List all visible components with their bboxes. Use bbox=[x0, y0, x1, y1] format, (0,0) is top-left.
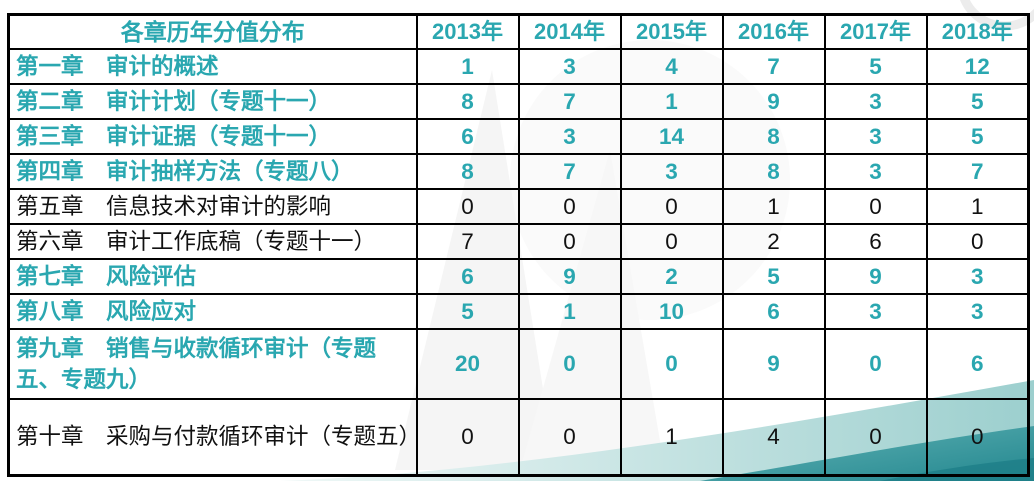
value-cell: 1 bbox=[925, 188, 1030, 226]
chapter-cell: 第四章 审计抽样方法（专题八） bbox=[7, 153, 418, 191]
value-cell: 9 bbox=[517, 258, 622, 296]
value-cell: 10 bbox=[619, 293, 724, 331]
value-cell: 0 bbox=[517, 223, 622, 261]
value-cell: 4 bbox=[619, 48, 724, 86]
value-cell: 1 bbox=[517, 293, 622, 331]
value-cell: 3 bbox=[823, 293, 928, 331]
chapter-cell: 第十章 采购与付款循环审计（专题五） bbox=[7, 398, 421, 477]
value-cell: 5 bbox=[925, 118, 1030, 156]
value-cell: 9 bbox=[823, 258, 928, 296]
value-cell: 7 bbox=[517, 153, 622, 191]
value-cell: 2 bbox=[619, 258, 724, 296]
year-header: 2016年 bbox=[721, 13, 826, 51]
chapter-cell: 第九章 销售与收款循环审计（专题五、专题九） bbox=[7, 328, 418, 401]
value-cell: 6 bbox=[823, 223, 928, 261]
year-header: 2014年 bbox=[517, 13, 622, 51]
chapter-cell: 第八章 风险应对 bbox=[7, 293, 418, 331]
year-header: 2017年 bbox=[823, 13, 928, 51]
chapter-cell: 第七章 风险评估 bbox=[7, 258, 418, 296]
value-cell: 8 bbox=[415, 83, 520, 121]
value-cell: 20 bbox=[415, 328, 520, 401]
chapter-cell: 第五章 信息技术对审计的影响 bbox=[7, 188, 418, 226]
value-cell: 0 bbox=[823, 188, 928, 226]
value-cell: 4 bbox=[721, 398, 826, 477]
value-cell: 3 bbox=[925, 293, 1030, 331]
table-row: 第二章 审计计划（专题十一） 8 7 1 9 3 5 bbox=[7, 83, 1030, 121]
value-cell: 0 bbox=[517, 398, 622, 477]
value-cell: 14 bbox=[619, 118, 724, 156]
value-cell: 0 bbox=[619, 328, 724, 401]
value-cell: 1 bbox=[721, 188, 826, 226]
value-cell: 7 bbox=[721, 48, 826, 86]
value-cell: 0 bbox=[925, 398, 1030, 477]
value-cell: 3 bbox=[619, 153, 724, 191]
value-cell: 5 bbox=[925, 83, 1030, 121]
table-row: 第九章 销售与收款循环审计（专题五、专题九） 20 0 0 9 0 6 bbox=[7, 328, 1030, 401]
value-cell: 3 bbox=[823, 83, 928, 121]
table-row: 第一章 审计的概述 1 3 4 7 5 12 bbox=[7, 48, 1030, 86]
value-cell: 0 bbox=[415, 188, 520, 226]
value-cell: 7 bbox=[925, 153, 1030, 191]
chapter-cell: 第一章 审计的概述 bbox=[7, 48, 418, 86]
value-cell: 0 bbox=[619, 223, 724, 261]
value-cell: 6 bbox=[925, 328, 1030, 401]
value-cell: 3 bbox=[925, 258, 1030, 296]
table-row: 第四章 审计抽样方法（专题八） 8 7 3 8 3 7 bbox=[7, 153, 1030, 191]
value-cell: 5 bbox=[721, 258, 826, 296]
value-cell: 0 bbox=[925, 223, 1030, 261]
chapter-cell: 第二章 审计计划（专题十一） bbox=[7, 83, 418, 121]
value-cell: 3 bbox=[517, 48, 622, 86]
table-row: 第三章 审计证据（专题十一） 6 3 14 8 3 5 bbox=[7, 118, 1030, 156]
table-row: 第七章 风险评估 6 9 2 5 9 3 bbox=[7, 258, 1030, 296]
value-cell: 0 bbox=[415, 398, 520, 477]
value-cell: 9 bbox=[721, 83, 826, 121]
value-cell: 0 bbox=[517, 188, 622, 226]
score-distribution-table: 各章历年分值分布 2013年 2014年 2015年 2016年 2017年 2… bbox=[7, 13, 1030, 477]
table-row: 第六章 审计工作底稿（专题十一） 7 0 0 2 6 0 bbox=[7, 223, 1030, 261]
header-row: 各章历年分值分布 2013年 2014年 2015年 2016年 2017年 2… bbox=[7, 13, 1030, 51]
value-cell: 5 bbox=[415, 293, 520, 331]
value-cell: 1 bbox=[415, 48, 520, 86]
value-cell: 1 bbox=[619, 83, 724, 121]
value-cell: 0 bbox=[823, 398, 928, 477]
year-header: 2013年 bbox=[415, 13, 520, 51]
year-header: 2015年 bbox=[619, 13, 724, 51]
table-row: 第十章 采购与付款循环审计（专题五） 0 0 1 4 0 0 bbox=[7, 398, 1030, 477]
table-body: 第一章 审计的概述 1 3 4 7 5 12 第二章 审计计划（专题十一） 8 7 1 9 3 5 第三章 … bbox=[7, 48, 1030, 477]
value-cell: 12 bbox=[925, 48, 1030, 86]
value-cell: 3 bbox=[823, 153, 928, 191]
value-cell: 7 bbox=[415, 223, 520, 261]
value-cell: 8 bbox=[721, 153, 826, 191]
value-cell: 9 bbox=[721, 328, 826, 401]
value-cell: 5 bbox=[823, 48, 928, 86]
value-cell: 6 bbox=[415, 118, 520, 156]
value-cell: 0 bbox=[823, 328, 928, 401]
value-cell: 3 bbox=[823, 118, 928, 156]
table-row: 第八章 风险应对 5 1 10 6 3 3 bbox=[7, 293, 1030, 331]
chapter-cell: 第三章 审计证据（专题十一） bbox=[7, 118, 418, 156]
value-cell: 7 bbox=[517, 83, 622, 121]
year-header: 2018年 bbox=[925, 13, 1030, 51]
table-row: 第五章 信息技术对审计的影响 0 0 0 1 0 1 bbox=[7, 188, 1030, 226]
table-title: 各章历年分值分布 bbox=[7, 13, 418, 51]
value-cell: 8 bbox=[721, 118, 826, 156]
value-cell: 1 bbox=[619, 398, 724, 477]
value-cell: 0 bbox=[517, 328, 622, 401]
value-cell: 8 bbox=[415, 153, 520, 191]
value-cell: 6 bbox=[721, 293, 826, 331]
value-cell: 2 bbox=[721, 223, 826, 261]
value-cell: 0 bbox=[619, 188, 724, 226]
chapter-cell: 第六章 审计工作底稿（专题十一） bbox=[7, 223, 418, 261]
value-cell: 6 bbox=[415, 258, 520, 296]
value-cell: 3 bbox=[517, 118, 622, 156]
